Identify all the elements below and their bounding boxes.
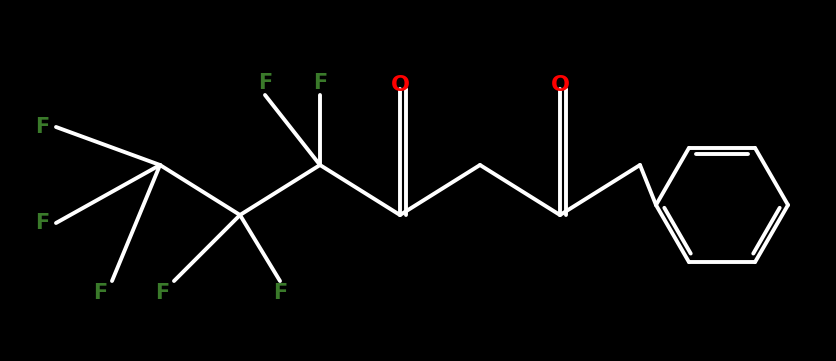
Text: F: F [35, 117, 49, 137]
Text: O: O [550, 75, 569, 95]
Text: F: F [313, 73, 327, 93]
Text: O: O [390, 75, 410, 95]
Text: F: F [93, 283, 107, 303]
Text: F: F [273, 283, 287, 303]
Text: F: F [155, 283, 169, 303]
Text: F: F [35, 213, 49, 233]
Text: F: F [257, 73, 273, 93]
